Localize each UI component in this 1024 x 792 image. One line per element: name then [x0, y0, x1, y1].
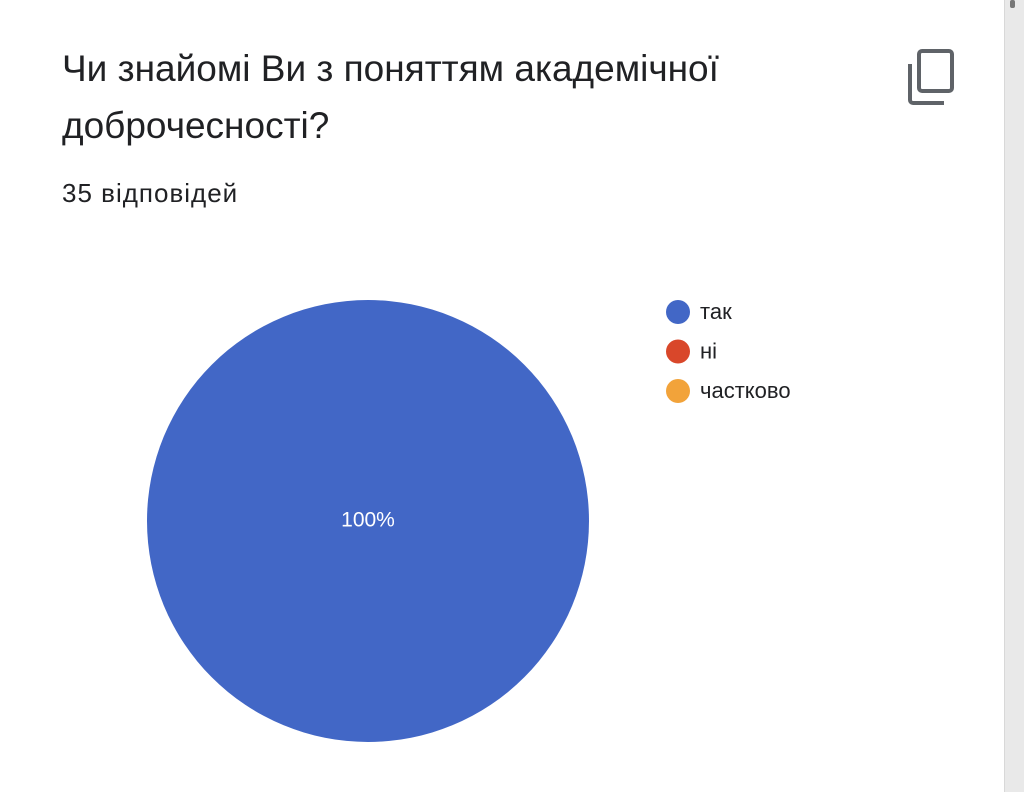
chart-subtitle: 35 відповідей	[62, 178, 239, 208]
legend-label: ні	[700, 338, 717, 363]
legend-swatch	[666, 379, 690, 403]
data-label: 100%	[341, 509, 395, 532]
scrollbar	[1010, 0, 1015, 8]
legend-label: так	[700, 299, 732, 324]
legend-swatch	[666, 339, 690, 364]
copy-icon[interactable]	[908, 49, 954, 105]
chart-title: Чи знайомі Ви з поняттям академічної доб…	[62, 48, 719, 146]
pie-slice	[147, 300, 589, 742]
legend-label: частково	[700, 378, 791, 403]
legend-swatch	[666, 300, 690, 324]
